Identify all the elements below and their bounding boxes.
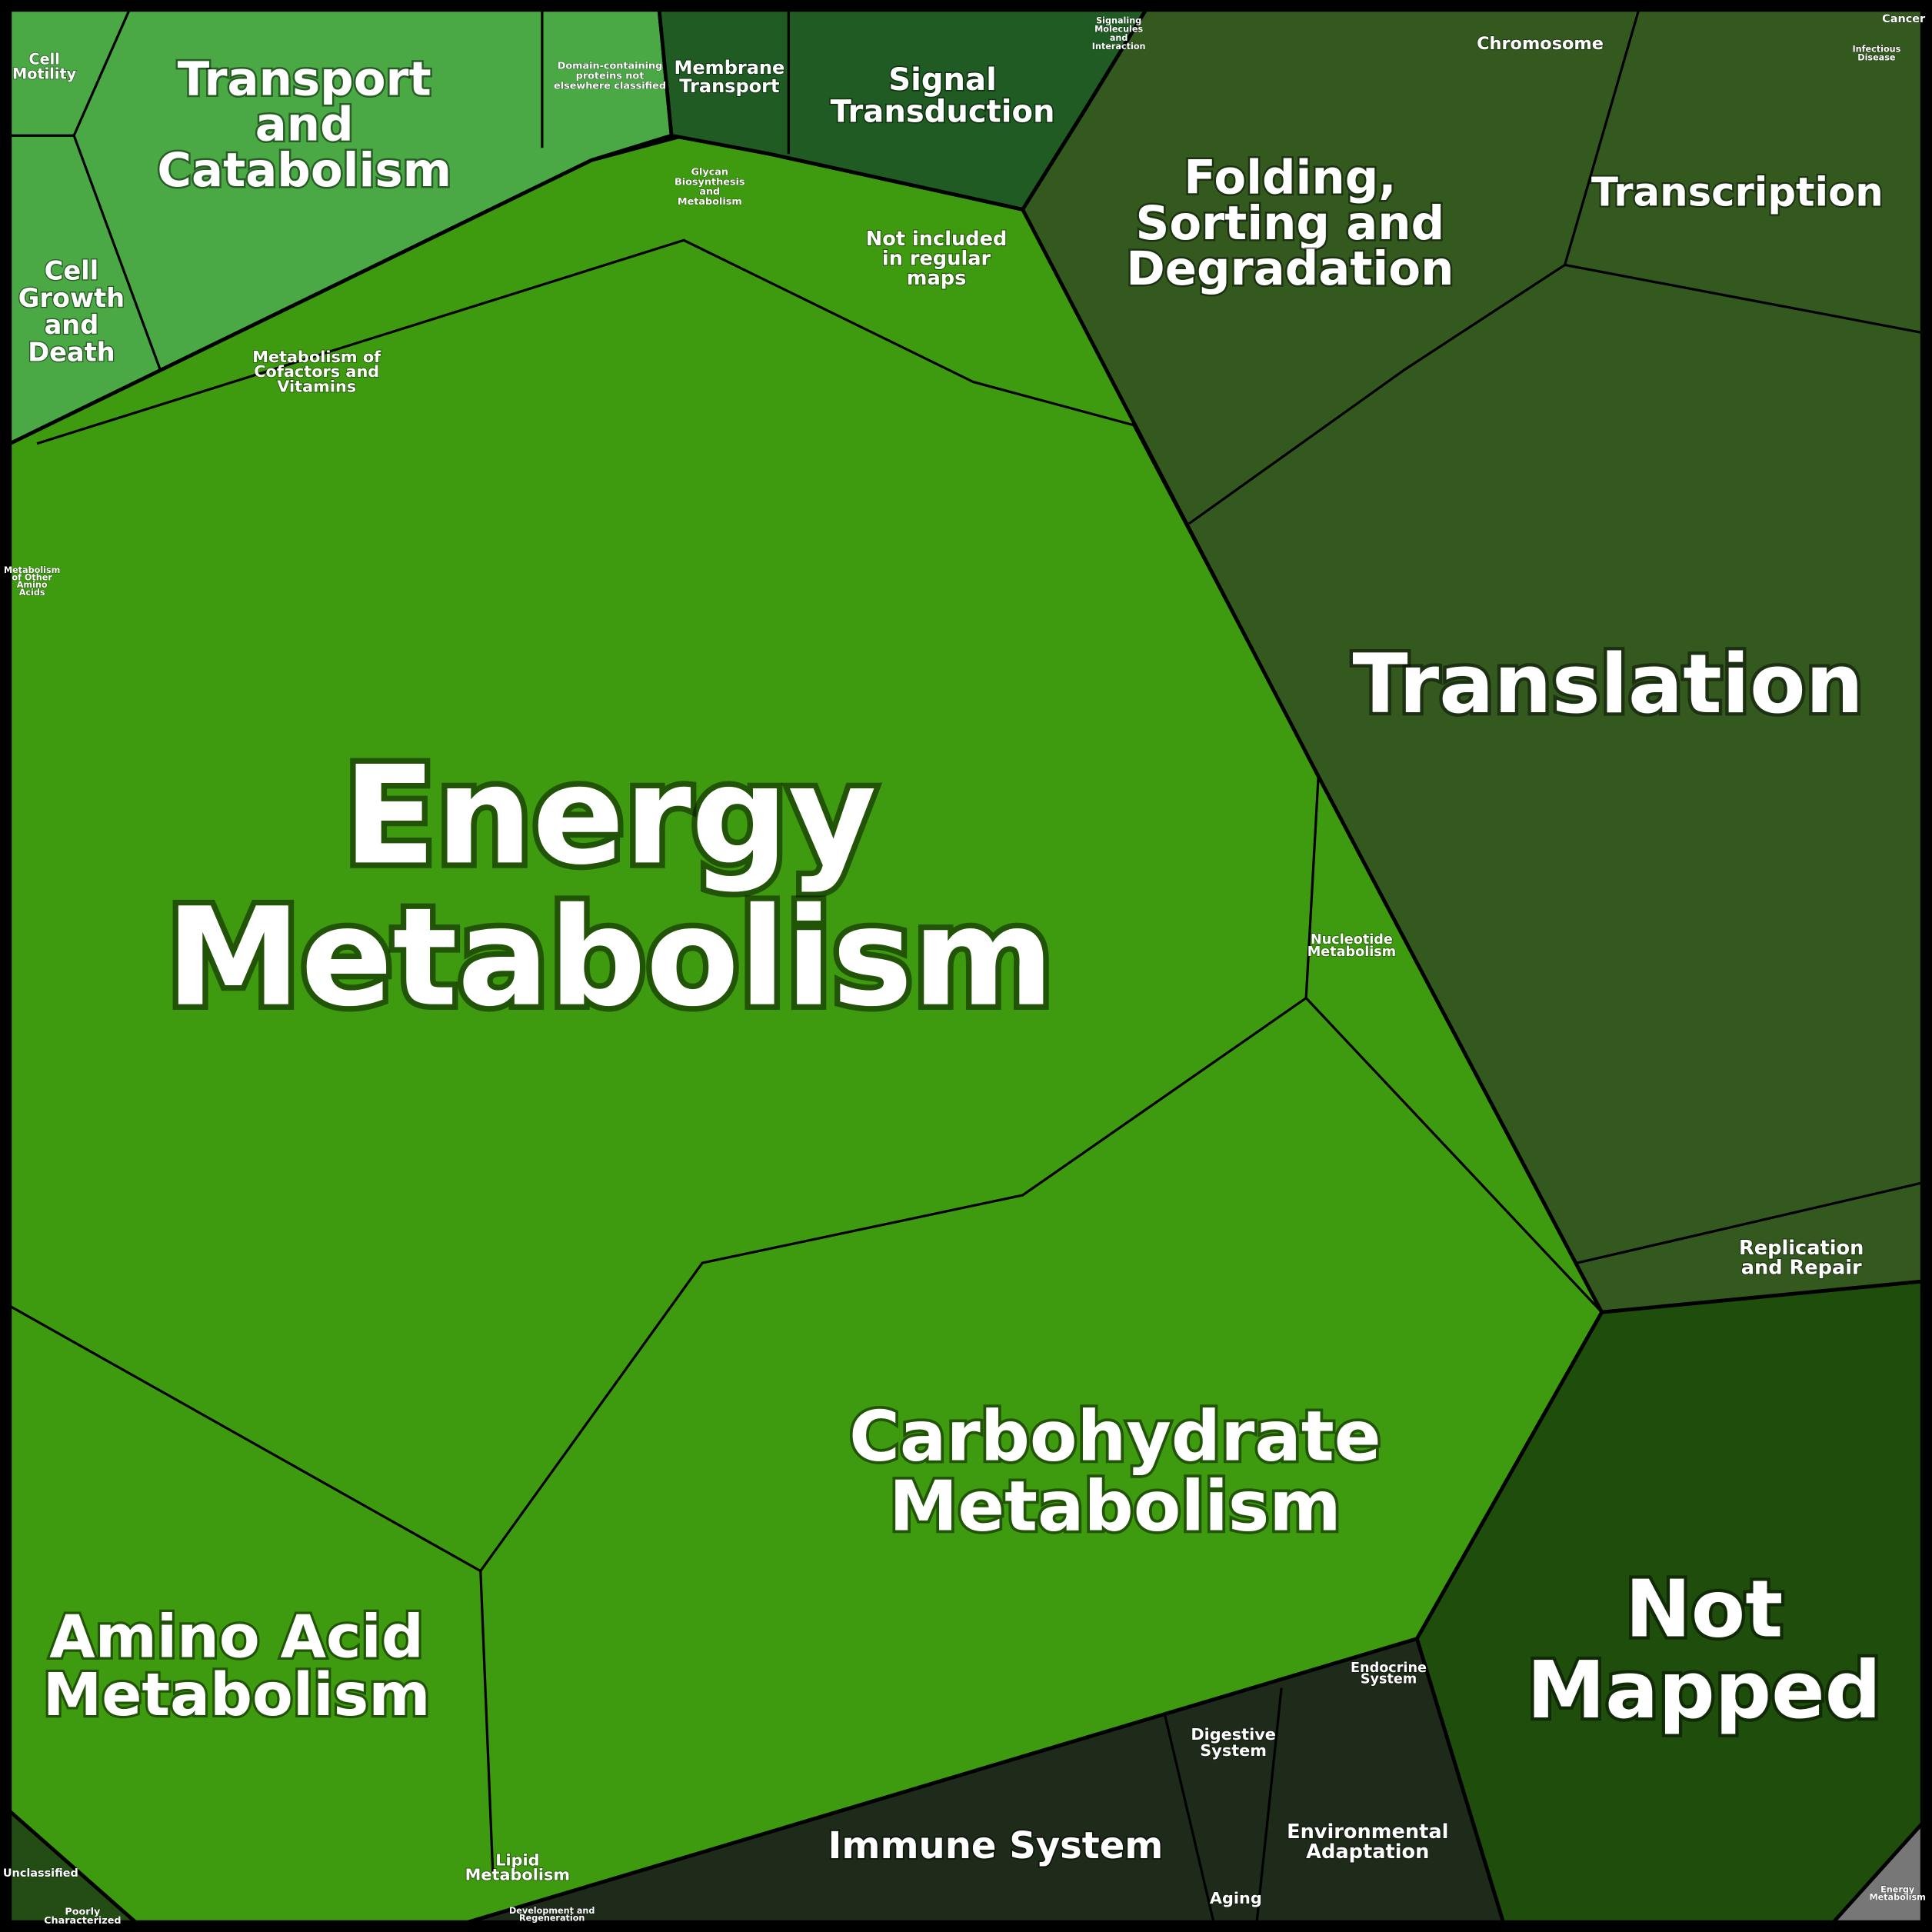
region-label: Not bbox=[1625, 1564, 1783, 1656]
region-label: Translation bbox=[1352, 637, 1863, 731]
region-label: Membrane bbox=[674, 57, 784, 78]
region-label: Domain-containing bbox=[558, 61, 663, 72]
region-label: and bbox=[45, 310, 99, 340]
region-label: Endocrine bbox=[1351, 1661, 1427, 1676]
region-label: Energy bbox=[1880, 1885, 1915, 1895]
region-label: Folding, bbox=[1184, 151, 1396, 205]
region-label: Metabolism bbox=[678, 196, 742, 208]
region-label: elsewhere classified bbox=[554, 80, 666, 92]
region-label: Amino bbox=[17, 580, 48, 590]
region-label: Acids bbox=[19, 588, 45, 598]
region-label: and bbox=[699, 186, 720, 198]
unclassified-cell bbox=[8, 1809, 138, 1924]
region-label: Lipid bbox=[495, 1850, 539, 1869]
region-label: Environmental bbox=[1287, 1820, 1448, 1844]
region-label: Replication bbox=[1739, 1237, 1864, 1260]
region-label: Infectious bbox=[1853, 44, 1901, 54]
region-label: Metabolism bbox=[166, 878, 1054, 1037]
region-label: Mapped bbox=[1527, 1645, 1881, 1737]
region-label: System bbox=[1361, 1671, 1417, 1687]
region-label: Characterized bbox=[44, 1915, 121, 1927]
region-label: Growth bbox=[18, 283, 125, 313]
small-cell bbox=[1831, 1821, 1924, 1924]
region-label: Energy bbox=[343, 736, 876, 894]
region-label: Transport bbox=[679, 75, 779, 97]
region-label: Metabolism bbox=[1869, 1892, 1925, 1902]
region-label: Metabolism of bbox=[252, 348, 381, 366]
region-label: Metabolism bbox=[43, 1661, 431, 1730]
region-label: Chromosome bbox=[1477, 34, 1604, 54]
region-label: Molecules bbox=[1094, 25, 1143, 35]
region-label: Cell bbox=[29, 50, 60, 68]
genetic-cell bbox=[1021, 8, 1924, 1314]
region-label: Poorly bbox=[65, 1907, 101, 1918]
region-label: Vitamins bbox=[277, 377, 356, 395]
region-label: Regeneration bbox=[519, 1914, 585, 1924]
region-label: Cancer bbox=[1882, 13, 1926, 25]
region-label: Death bbox=[28, 337, 115, 367]
region-label: Metabolism bbox=[4, 565, 60, 575]
region-label: Sorting and bbox=[1136, 196, 1445, 251]
region-label: Signaling bbox=[1096, 15, 1141, 25]
organismal-cell bbox=[466, 1637, 1505, 1924]
region-label: Not included bbox=[866, 228, 1008, 251]
region-label: Nucleotide bbox=[1311, 932, 1393, 948]
region-label: Motility bbox=[12, 65, 76, 83]
region-label: proteins not bbox=[576, 71, 645, 82]
region-label: Metabolism bbox=[465, 1866, 570, 1884]
region-label: Unclassified bbox=[3, 1867, 78, 1880]
region-label: Disease bbox=[1857, 53, 1896, 63]
region-label: Cell bbox=[45, 256, 99, 286]
region-label: Cofactors and bbox=[254, 362, 379, 381]
region-label: Transduction bbox=[831, 95, 1055, 130]
region-label: Degradation bbox=[1126, 242, 1454, 296]
region-label: Amino Acid bbox=[49, 1604, 424, 1672]
cellular-cell bbox=[8, 8, 674, 446]
region-label: Glycan bbox=[691, 166, 728, 178]
not-mapped-cell bbox=[1414, 1279, 1924, 1924]
region-label: Biosynthesis bbox=[675, 176, 745, 188]
region-label: maps bbox=[907, 267, 967, 290]
region-label: Digestive bbox=[1191, 1725, 1276, 1744]
region-label: Signal bbox=[888, 62, 997, 98]
region-label: in regular bbox=[882, 247, 991, 270]
region-label: Transcription bbox=[1591, 170, 1884, 216]
region-label: Immune System bbox=[828, 1824, 1164, 1867]
region-label: System bbox=[1200, 1741, 1267, 1760]
region-label: Metabolism bbox=[1307, 944, 1396, 960]
region-label: Catabolism bbox=[157, 143, 451, 198]
region-label: and bbox=[255, 98, 354, 152]
region-label: Development and bbox=[509, 1906, 595, 1916]
boundaries bbox=[9, 9, 1923, 1923]
region-label: Interaction bbox=[1092, 42, 1146, 52]
region-label: Adaptation bbox=[1306, 1840, 1429, 1864]
region-label: Carbohydrate bbox=[849, 1397, 1381, 1477]
region-label: Aging bbox=[1210, 1889, 1262, 1907]
region-label: and bbox=[1110, 33, 1128, 43]
region-label: Transport bbox=[178, 52, 431, 106]
region-label: of Other bbox=[12, 573, 52, 583]
region-label: Metabolism bbox=[889, 1467, 1341, 1547]
region-label: and Repair bbox=[1741, 1257, 1862, 1280]
